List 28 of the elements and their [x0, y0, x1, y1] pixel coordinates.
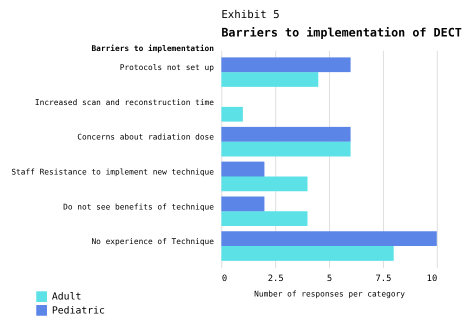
legend-label: Adult [52, 292, 82, 303]
bar [221, 231, 437, 246]
y-tick-label: Do not see benefits of technique [63, 202, 214, 212]
y-tick-label: Increased scan and reconstruction time [34, 98, 214, 107]
y-tick-label: Protocols not set up [120, 63, 214, 72]
bar [221, 126, 351, 142]
bar [221, 142, 351, 156]
x-tick-label: 0 [222, 274, 228, 284]
text: Exhibit 5 [221, 8, 280, 22]
bar [221, 72, 318, 87]
legend-label: Pediatric [52, 305, 106, 316]
y-tick-label: Staff Resistance to implement new technique [11, 168, 214, 177]
bar [221, 176, 308, 192]
bar [221, 246, 394, 261]
bar [221, 211, 308, 226]
bar [221, 196, 264, 212]
y-tick-label: Concerns about radiation dose [77, 132, 214, 142]
bar [221, 57, 351, 72]
x-tick-label: 5 [326, 274, 332, 284]
x-tick-label: 7.5 [375, 274, 392, 284]
y-axis-title: Barriers to implementation [91, 44, 214, 53]
x-tick-label: 10 [426, 274, 438, 284]
bar [221, 106, 243, 122]
chart-title: Barriers to implementation of DECT [221, 26, 462, 40]
bar [221, 162, 264, 176]
x-tick-label: 2.5 [268, 274, 284, 284]
x-axis-title: Number of responses per category [254, 290, 406, 299]
y-tick-label: No experience of Technique [91, 237, 214, 246]
